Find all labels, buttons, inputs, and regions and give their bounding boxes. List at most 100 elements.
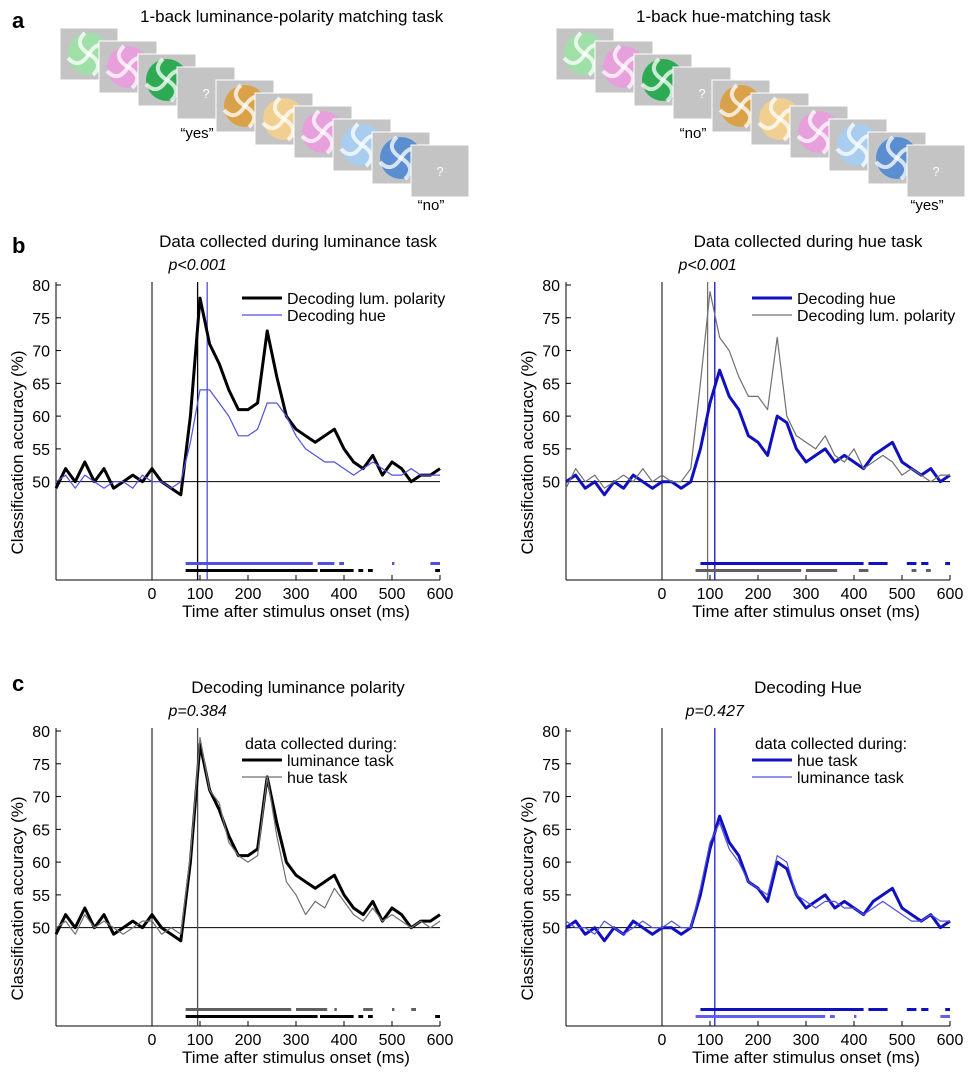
task-title: 1-back luminance-polarity matching task (140, 7, 444, 26)
spiral-arm (739, 104, 753, 129)
significance-bar (911, 569, 917, 572)
x-tick-label: 0 (658, 586, 667, 603)
p-value: p<0.001 (167, 257, 226, 274)
task-title: 1-back hue-matching task (636, 7, 831, 26)
spiral-arm (389, 135, 403, 160)
significance-bar (320, 1015, 354, 1018)
x-tick-label: 0 (148, 586, 157, 603)
series-line (54, 742, 441, 943)
significance-bar (339, 562, 344, 565)
spiral-arm (856, 143, 870, 168)
x-tick-label: 600 (937, 1032, 964, 1049)
x-tick-label: 500 (889, 1032, 916, 1049)
significance-bar (368, 569, 373, 572)
x-tick-label: 400 (331, 1032, 358, 1049)
significance-bar (363, 1008, 373, 1011)
significance-bar (921, 1008, 929, 1011)
y-tick-label: 60 (32, 855, 50, 872)
significance-bar (830, 1015, 835, 1018)
x-tick-label: 100 (697, 586, 724, 603)
y-axis-label: Classification accuracy (%) (8, 796, 27, 1000)
legend-label: luminance task (797, 770, 905, 787)
chart-title: Data collected during luminance task (159, 232, 437, 251)
y-tick-label: 50 (542, 921, 560, 938)
significance-bar (945, 1008, 950, 1011)
significance-bar (868, 562, 888, 565)
spiral-arm (399, 156, 413, 181)
spiral-arm (601, 65, 626, 79)
question-mark: ? (698, 86, 705, 101)
significance-bar (695, 569, 802, 572)
legend-title: data collected during: (755, 736, 907, 753)
significance-bar (695, 1015, 826, 1018)
panel-label: c (12, 671, 24, 696)
y-tick-label: 60 (542, 855, 560, 872)
x-axis-label: Time after stimulus onset (ms) (692, 1048, 920, 1067)
y-tick-label: 65 (32, 376, 50, 393)
y-tick-label: 80 (542, 278, 560, 295)
x-tick-label: 500 (379, 586, 406, 603)
x-tick-label: 0 (148, 1032, 157, 1049)
significance-bar (185, 562, 313, 565)
x-axis-label: Time after stimulus onset (ms) (182, 1048, 410, 1067)
legend-label: luminance task (287, 753, 395, 770)
spiral-arm (77, 31, 91, 56)
spiral-arm (757, 117, 782, 131)
spiral-arm (243, 104, 257, 129)
spiral-arm (126, 65, 140, 90)
spiral-arm (300, 130, 325, 144)
significance-bar (358, 569, 364, 572)
significance-bar (296, 1008, 328, 1011)
significance-bar (358, 1015, 364, 1018)
y-tick-label: 55 (542, 888, 560, 905)
spiral-arm (165, 78, 179, 103)
x-tick-label: 400 (841, 586, 868, 603)
x-tick-label: 600 (427, 586, 454, 603)
series-line (54, 296, 441, 497)
spiral-arm (350, 122, 364, 147)
y-tick-label: 70 (32, 344, 50, 361)
y-tick-label: 55 (32, 442, 50, 459)
series-line (565, 291, 950, 489)
x-tick-label: 400 (841, 1032, 868, 1049)
spiral-arm (66, 52, 91, 66)
significance-bar (854, 1015, 857, 1018)
legend-label: hue task (287, 770, 348, 787)
spiral-arm (885, 135, 899, 160)
series-line (565, 814, 951, 943)
x-tick-label: 200 (745, 586, 772, 603)
chart-title: Decoding luminance polarity (191, 678, 405, 697)
y-tick-label: 65 (32, 822, 50, 839)
y-tick-label: 75 (542, 757, 560, 774)
significance-bar (185, 569, 318, 572)
spiral-arm (116, 44, 130, 69)
y-tick-label: 75 (542, 311, 560, 328)
series-line (55, 389, 440, 489)
y-tick-label: 55 (32, 888, 50, 905)
spiral-arm (651, 57, 665, 82)
spiral-arm (807, 109, 821, 134)
y-tick-label: 80 (32, 278, 50, 295)
spiral-arm (895, 156, 909, 181)
x-tick-label: 500 (379, 1032, 406, 1049)
spiral-arm (874, 156, 899, 170)
panel-label: a (12, 8, 25, 33)
y-tick-label: 65 (542, 376, 560, 393)
response-label: “yes” (180, 125, 213, 142)
spiral-arm (272, 96, 286, 121)
legend-label: Decoding hue (797, 291, 896, 308)
spiral-arm (321, 130, 335, 155)
panel-label: b (12, 233, 25, 258)
question-mark: ? (436, 164, 443, 179)
spiral-arm (155, 57, 169, 82)
significance-bar (368, 1015, 373, 1018)
significance-bar (906, 562, 917, 565)
significance-bar (435, 569, 440, 572)
chart-title: Data collected during hue task (694, 232, 923, 251)
significance-bar (858, 569, 869, 572)
spiral-arm (661, 78, 675, 103)
legend-label: hue task (797, 753, 858, 770)
y-tick-label: 50 (32, 921, 50, 938)
p-value: p=0.427 (685, 703, 745, 720)
spiral-arm (222, 104, 247, 118)
